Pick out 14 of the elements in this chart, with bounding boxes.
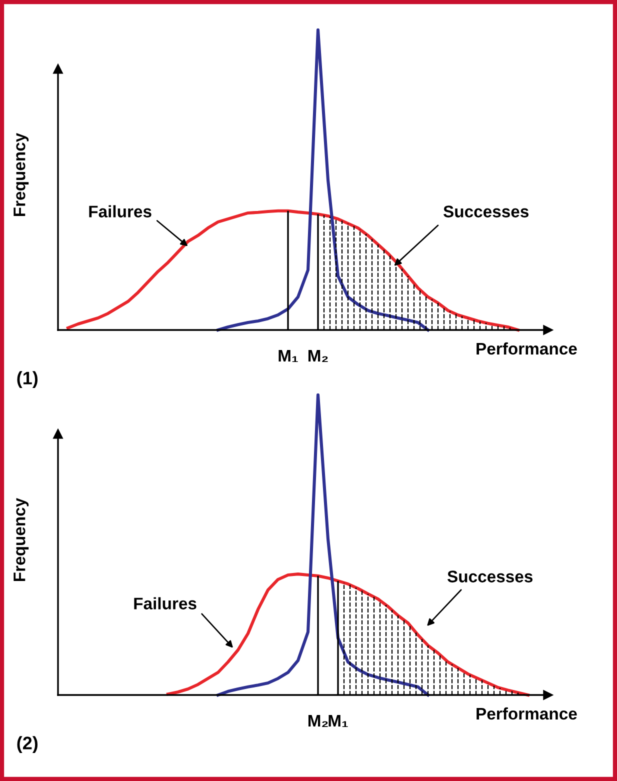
y-axis-title: Frequency bbox=[14, 132, 29, 216]
y-axis-title: Frequency bbox=[14, 498, 29, 582]
x-tick-label: M₁ bbox=[278, 350, 298, 362]
x-axis-title: Performance bbox=[476, 342, 577, 355]
x-axis-title: Performance bbox=[476, 707, 577, 720]
annotation: Failures bbox=[134, 597, 196, 610]
annotation: Failures bbox=[89, 205, 152, 218]
x-tick-label: M₂ bbox=[308, 715, 328, 728]
x-tick-label: M₂ bbox=[308, 350, 328, 362]
text: (2) bbox=[17, 736, 38, 754]
annotation: Successes bbox=[447, 570, 532, 582]
annotation: Successes bbox=[443, 206, 528, 218]
x-tick-label: M₁ bbox=[328, 715, 348, 728]
text: (1) bbox=[17, 371, 38, 388]
